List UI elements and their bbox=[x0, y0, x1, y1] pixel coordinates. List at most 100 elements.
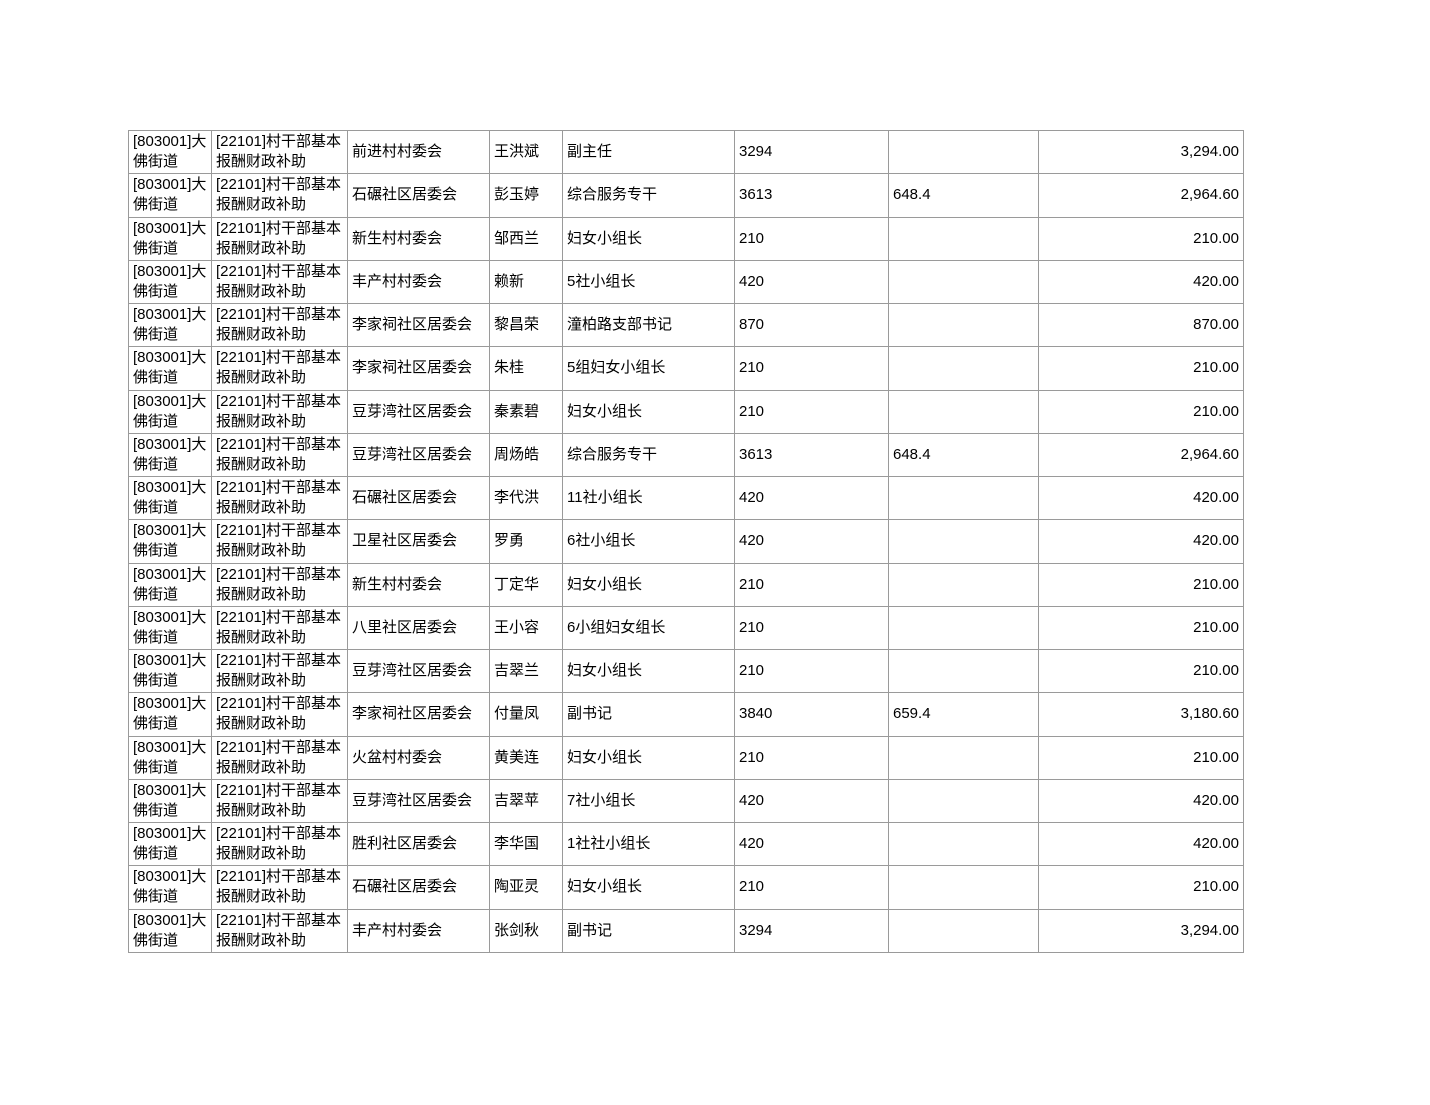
unit-cell: [803001]大佛街道 bbox=[128, 475, 212, 521]
project-cell: [22101]村干部基本报酬财政补助 bbox=[211, 389, 348, 434]
base-amount-cell: 210 bbox=[734, 346, 889, 391]
total-amount-cell: 420.00 bbox=[1038, 821, 1244, 867]
base-amount-cell: 420 bbox=[734, 778, 889, 824]
table-row: [803001]大佛街道 [22101]村干部基本报酬财政补助 丰产村村委会 张… bbox=[128, 908, 1244, 953]
base-amount-cell: 3294 bbox=[734, 129, 889, 175]
base-amount-cell: 210 bbox=[734, 605, 889, 651]
committee-cell: 丰产村村委会 bbox=[347, 259, 490, 305]
committee-cell: 新生村村委会 bbox=[347, 216, 490, 261]
person-cell: 黎昌荣 bbox=[489, 302, 563, 348]
committee-cell: 豆芽湾社区居委会 bbox=[347, 648, 490, 694]
project-cell: [22101]村干部基本报酬财政补助 bbox=[211, 259, 348, 305]
committee-cell: 李家祠社区居委会 bbox=[347, 692, 490, 737]
person-cell: 王小容 bbox=[489, 605, 563, 651]
project-cell: [22101]村干部基本报酬财政补助 bbox=[211, 346, 348, 391]
table-row: [803001]大佛街道 [22101]村干部基本报酬财政补助 豆芽湾社区居委会… bbox=[128, 432, 1244, 478]
person-cell: 陶亚灵 bbox=[489, 865, 563, 910]
unit-cell: [803001]大佛街道 bbox=[128, 648, 212, 694]
committee-cell: 李家祠社区居委会 bbox=[347, 302, 490, 348]
project-cell: [22101]村干部基本报酬财政补助 bbox=[211, 865, 348, 910]
table-row: [803001]大佛街道 [22101]村干部基本报酬财政补助 丰产村村委会 赖… bbox=[128, 259, 1244, 305]
subsidy-table-container: [803001]大佛街道 [22101]村干部基本报酬财政补助 前进村村委会 王… bbox=[128, 129, 1244, 953]
position-cell: 11社小组长 bbox=[562, 475, 735, 521]
total-amount-cell: 420.00 bbox=[1038, 259, 1244, 305]
unit-cell: [803001]大佛街道 bbox=[128, 432, 212, 478]
table-row: [803001]大佛街道 [22101]村干部基本报酬财政补助 胜利社区居委会 … bbox=[128, 821, 1244, 867]
table-row: [803001]大佛街道 [22101]村干部基本报酬财政补助 石碾社区居委会 … bbox=[128, 173, 1244, 218]
project-cell: [22101]村干部基本报酬财政补助 bbox=[211, 216, 348, 261]
extra-amount-cell bbox=[888, 562, 1039, 607]
base-amount-cell: 420 bbox=[734, 519, 889, 564]
person-cell: 彭玉婷 bbox=[489, 173, 563, 218]
person-cell: 朱桂 bbox=[489, 346, 563, 391]
committee-cell: 八里社区居委会 bbox=[347, 605, 490, 651]
position-cell: 妇女小组长 bbox=[562, 865, 735, 910]
unit-cell: [803001]大佛街道 bbox=[128, 259, 212, 305]
unit-cell: [803001]大佛街道 bbox=[128, 735, 212, 780]
extra-amount-cell bbox=[888, 302, 1039, 348]
total-amount-cell: 210.00 bbox=[1038, 605, 1244, 651]
table-row: [803001]大佛街道 [22101]村干部基本报酬财政补助 新生村村委会 邹… bbox=[128, 216, 1244, 261]
extra-amount-cell bbox=[888, 735, 1039, 780]
table-row: [803001]大佛街道 [22101]村干部基本报酬财政补助 豆芽湾社区居委会… bbox=[128, 648, 1244, 694]
table-row: [803001]大佛街道 [22101]村干部基本报酬财政补助 石碾社区居委会 … bbox=[128, 865, 1244, 910]
extra-amount-cell bbox=[888, 346, 1039, 391]
position-cell: 1社社小组长 bbox=[562, 821, 735, 867]
person-cell: 王洪斌 bbox=[489, 129, 563, 175]
table-row: [803001]大佛街道 [22101]村干部基本报酬财政补助 火盆村村委会 黄… bbox=[128, 735, 1244, 780]
extra-amount-cell: 659.4 bbox=[888, 692, 1039, 737]
person-cell: 秦素碧 bbox=[489, 389, 563, 434]
extra-amount-cell bbox=[888, 865, 1039, 910]
table-row: [803001]大佛街道 [22101]村干部基本报酬财政补助 前进村村委会 王… bbox=[128, 129, 1244, 175]
position-cell: 妇女小组长 bbox=[562, 216, 735, 261]
extra-amount-cell bbox=[888, 129, 1039, 175]
committee-cell: 胜利社区居委会 bbox=[347, 821, 490, 867]
extra-amount-cell bbox=[888, 475, 1039, 521]
base-amount-cell: 420 bbox=[734, 821, 889, 867]
total-amount-cell: 210.00 bbox=[1038, 648, 1244, 694]
committee-cell: 卫星社区居委会 bbox=[347, 519, 490, 564]
position-cell: 副书记 bbox=[562, 692, 735, 737]
table-row: [803001]大佛街道 [22101]村干部基本报酬财政补助 李家祠社区居委会… bbox=[128, 346, 1244, 391]
extra-amount-cell: 648.4 bbox=[888, 173, 1039, 218]
committee-cell: 李家祠社区居委会 bbox=[347, 346, 490, 391]
total-amount-cell: 210.00 bbox=[1038, 389, 1244, 434]
person-cell: 李代洪 bbox=[489, 475, 563, 521]
unit-cell: [803001]大佛街道 bbox=[128, 562, 212, 607]
unit-cell: [803001]大佛街道 bbox=[128, 346, 212, 391]
table-row: [803001]大佛街道 [22101]村干部基本报酬财政补助 八里社区居委会 … bbox=[128, 605, 1244, 651]
position-cell: 妇女小组长 bbox=[562, 562, 735, 607]
extra-amount-cell bbox=[888, 821, 1039, 867]
project-cell: [22101]村干部基本报酬财政补助 bbox=[211, 692, 348, 737]
extra-amount-cell bbox=[888, 519, 1039, 564]
base-amount-cell: 210 bbox=[734, 562, 889, 607]
total-amount-cell: 870.00 bbox=[1038, 302, 1244, 348]
project-cell: [22101]村干部基本报酬财政补助 bbox=[211, 605, 348, 651]
committee-cell: 豆芽湾社区居委会 bbox=[347, 389, 490, 434]
person-cell: 付量凤 bbox=[489, 692, 563, 737]
extra-amount-cell: 648.4 bbox=[888, 432, 1039, 478]
base-amount-cell: 210 bbox=[734, 216, 889, 261]
table-row: [803001]大佛街道 [22101]村干部基本报酬财政补助 石碾社区居委会 … bbox=[128, 475, 1244, 521]
extra-amount-cell bbox=[888, 648, 1039, 694]
position-cell: 妇女小组长 bbox=[562, 735, 735, 780]
total-amount-cell: 2,964.60 bbox=[1038, 432, 1244, 478]
extra-amount-cell bbox=[888, 216, 1039, 261]
committee-cell: 前进村村委会 bbox=[347, 129, 490, 175]
committee-cell: 丰产村村委会 bbox=[347, 908, 490, 953]
table-row: [803001]大佛街道 [22101]村干部基本报酬财政补助 新生村村委会 丁… bbox=[128, 562, 1244, 607]
total-amount-cell: 3,294.00 bbox=[1038, 129, 1244, 175]
base-amount-cell: 3613 bbox=[734, 432, 889, 478]
project-cell: [22101]村干部基本报酬财政补助 bbox=[211, 432, 348, 478]
base-amount-cell: 3840 bbox=[734, 692, 889, 737]
subsidy-table: [803001]大佛街道 [22101]村干部基本报酬财政补助 前进村村委会 王… bbox=[128, 129, 1244, 953]
position-cell: 6小组妇女组长 bbox=[562, 605, 735, 651]
project-cell: [22101]村干部基本报酬财政补助 bbox=[211, 821, 348, 867]
total-amount-cell: 3,294.00 bbox=[1038, 908, 1244, 953]
person-cell: 吉翠兰 bbox=[489, 648, 563, 694]
table-row: [803001]大佛街道 [22101]村干部基本报酬财政补助 豆芽湾社区居委会… bbox=[128, 389, 1244, 434]
person-cell: 张剑秋 bbox=[489, 908, 563, 953]
unit-cell: [803001]大佛街道 bbox=[128, 389, 212, 434]
total-amount-cell: 210.00 bbox=[1038, 865, 1244, 910]
